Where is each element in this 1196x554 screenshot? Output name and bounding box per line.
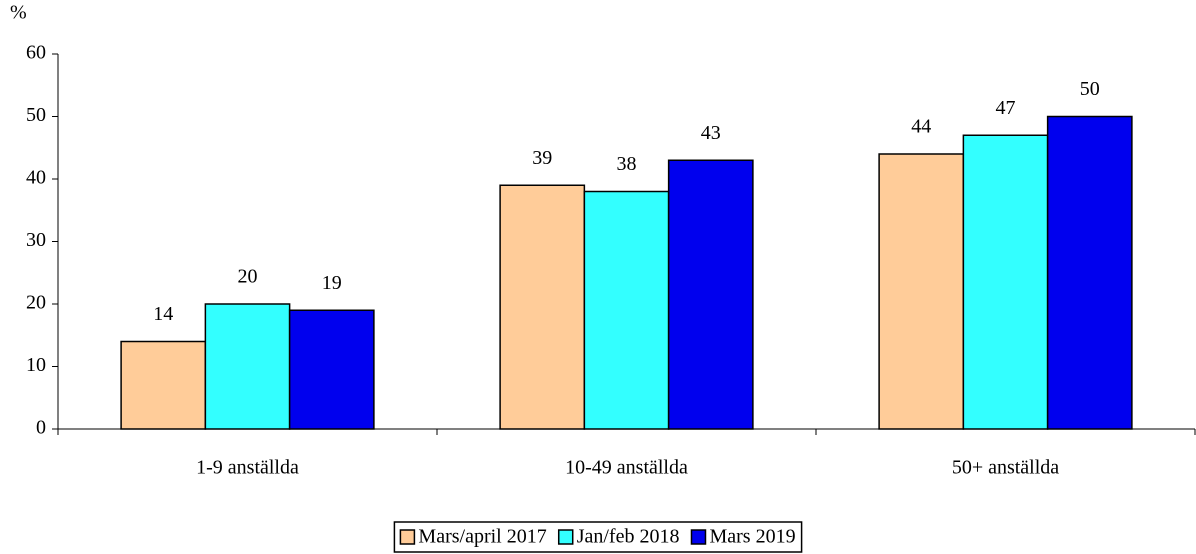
x-tick-label: 1-9 anställda — [196, 457, 299, 479]
value-label: 43 — [701, 122, 721, 144]
y-tick-label: 60 — [26, 42, 46, 64]
bar — [1046, 115, 1133, 430]
bar — [204, 303, 291, 430]
value-label: 14 — [153, 303, 173, 325]
value-label: 44 — [911, 116, 931, 138]
y-tick-label: 0 — [36, 417, 46, 439]
legend-label: Jan/feb 2018 — [577, 526, 680, 548]
value-label: 38 — [617, 153, 637, 175]
value-label: 50 — [1080, 78, 1100, 100]
value-label: 39 — [532, 147, 552, 169]
value-label: 47 — [996, 97, 1016, 119]
legend-swatch — [557, 529, 574, 545]
bar — [499, 184, 586, 430]
y-tick-label: 30 — [26, 229, 46, 251]
legend-box — [393, 521, 803, 553]
y-axis-label: % — [10, 2, 27, 24]
legend-swatch — [690, 529, 707, 545]
bar — [878, 153, 965, 430]
y-tick-label: 40 — [26, 167, 46, 189]
bar — [288, 309, 375, 430]
y-tick-label: 10 — [26, 354, 46, 376]
legend-label: Mars/april 2017 — [418, 526, 546, 548]
y-tick-label: 50 — [26, 104, 46, 126]
bar — [667, 159, 754, 430]
bar — [583, 190, 670, 430]
legend-label: Mars 2019 — [709, 526, 795, 548]
y-tick-label: 20 — [26, 292, 46, 314]
x-tick-label: 50+ anställda — [952, 457, 1059, 479]
value-label: 19 — [322, 272, 342, 294]
bar — [962, 134, 1049, 430]
value-label: 20 — [238, 266, 258, 288]
bar — [120, 340, 207, 430]
x-tick-label: 10-49 anställda — [565, 457, 688, 479]
legend-swatch — [399, 529, 416, 545]
